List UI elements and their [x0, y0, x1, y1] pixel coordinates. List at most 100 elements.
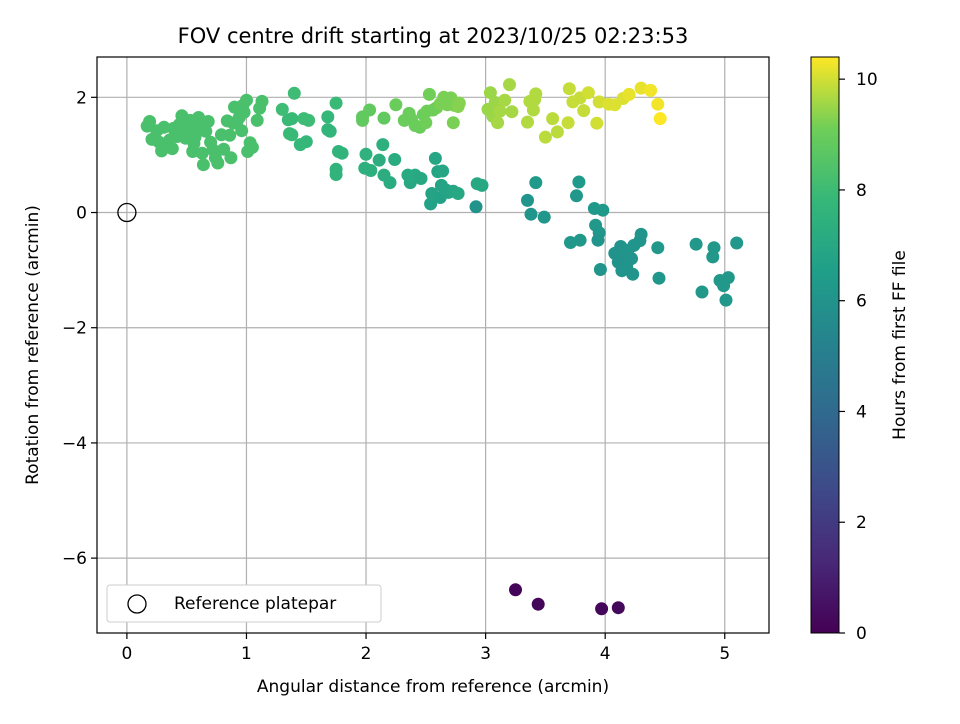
data-point [590, 116, 604, 130]
data-point [199, 124, 213, 138]
x-axis-label: Angular distance from reference (arcmin) [257, 677, 609, 697]
data-point [730, 236, 744, 250]
data-point [389, 98, 403, 112]
data-point [201, 115, 215, 128]
data-point [422, 87, 436, 101]
data-point [503, 78, 516, 92]
data-point [329, 96, 343, 110]
data-point [491, 116, 505, 130]
data-point [546, 112, 560, 126]
data-point [615, 264, 629, 278]
x-tick-label: 1 [241, 644, 252, 664]
data-point [562, 82, 576, 96]
data-point [250, 113, 264, 127]
data-point [446, 116, 460, 130]
data-point [509, 583, 522, 597]
data-point [302, 113, 316, 127]
data-point [235, 124, 249, 138]
plot-frame [96, 56, 770, 634]
x-tick-label: 3 [480, 644, 491, 664]
data-point [275, 102, 289, 116]
data-point [537, 210, 551, 224]
legend-label: Reference platepar [174, 594, 336, 614]
data-point [240, 93, 253, 107]
data-point [424, 197, 438, 211]
data-point [651, 241, 665, 255]
data-point [524, 207, 538, 221]
data-point [572, 175, 586, 189]
data-point [483, 86, 497, 100]
colorbar-tick-label: 0 [856, 624, 867, 644]
data-point [363, 103, 377, 117]
y-tick-label: 2 [76, 88, 87, 108]
data-point [223, 128, 237, 142]
data-point [577, 104, 591, 118]
data-point [188, 130, 202, 144]
data-points [117, 78, 744, 616]
data-point [651, 97, 665, 111]
legend: Reference platepar [106, 584, 382, 623]
data-point [521, 115, 534, 129]
data-point [707, 241, 721, 255]
data-point [452, 96, 466, 110]
data-point [538, 130, 552, 144]
data-point [595, 602, 609, 616]
data-point [719, 293, 733, 307]
colorbar-tick-label: 4 [856, 402, 867, 422]
data-point [255, 94, 269, 108]
data-point [195, 146, 209, 160]
chart-title: FOV centre drift starting at 2023/10/25 … [178, 24, 689, 48]
y-tick-label: −6 [62, 549, 87, 569]
data-point [283, 127, 296, 141]
y-tick-label: 0 [76, 204, 87, 224]
data-point [475, 178, 489, 192]
data-point [721, 271, 735, 285]
data-point [573, 233, 587, 247]
colorbar [810, 56, 840, 634]
data-point [376, 138, 390, 152]
colorbar-label: Hours from first FF file [890, 250, 910, 440]
data-point [321, 123, 335, 137]
data-point [419, 116, 433, 130]
data-point [521, 193, 534, 207]
data-point [293, 138, 307, 152]
data-point [652, 271, 666, 285]
data-point [143, 115, 157, 128]
colorbar-tick-label: 2 [856, 513, 867, 533]
data-point [469, 200, 483, 214]
data-point [332, 145, 345, 158]
legend-marker [127, 594, 147, 614]
data-point [593, 263, 607, 276]
axis-ticks: 0 1 2 3 4 5 −6 −4 −2 0 2 [62, 88, 730, 664]
data-point [358, 161, 372, 175]
data-point [695, 285, 709, 299]
data-point [493, 104, 507, 118]
reference-platepar-marker [117, 202, 137, 223]
colorbar-ticks: 0 2 4 6 8 10 [839, 70, 878, 644]
data-point [591, 233, 605, 247]
data-point [359, 147, 373, 161]
x-tick-label: 4 [600, 644, 611, 664]
data-point [653, 112, 667, 126]
data-point [428, 151, 442, 165]
data-point [157, 120, 171, 134]
data-point [529, 176, 543, 190]
colorbar-tick-label: 10 [856, 70, 878, 90]
data-point [498, 93, 512, 107]
data-point [626, 267, 640, 281]
y-axis-label: Rotation from reference (arcmin) [23, 205, 43, 485]
colorbar-tick-label: 8 [856, 181, 867, 201]
data-point [570, 189, 583, 203]
data-point [211, 156, 225, 170]
data-point [561, 116, 575, 130]
data-point [611, 601, 625, 615]
data-point [505, 105, 519, 119]
x-tick-label: 2 [361, 644, 372, 664]
data-point [414, 172, 428, 185]
y-tick-label: −2 [62, 319, 87, 339]
x-tick-label: 5 [719, 644, 730, 664]
data-point [377, 111, 391, 125]
data-point [596, 203, 610, 217]
data-point [377, 168, 391, 182]
data-point [388, 153, 402, 166]
